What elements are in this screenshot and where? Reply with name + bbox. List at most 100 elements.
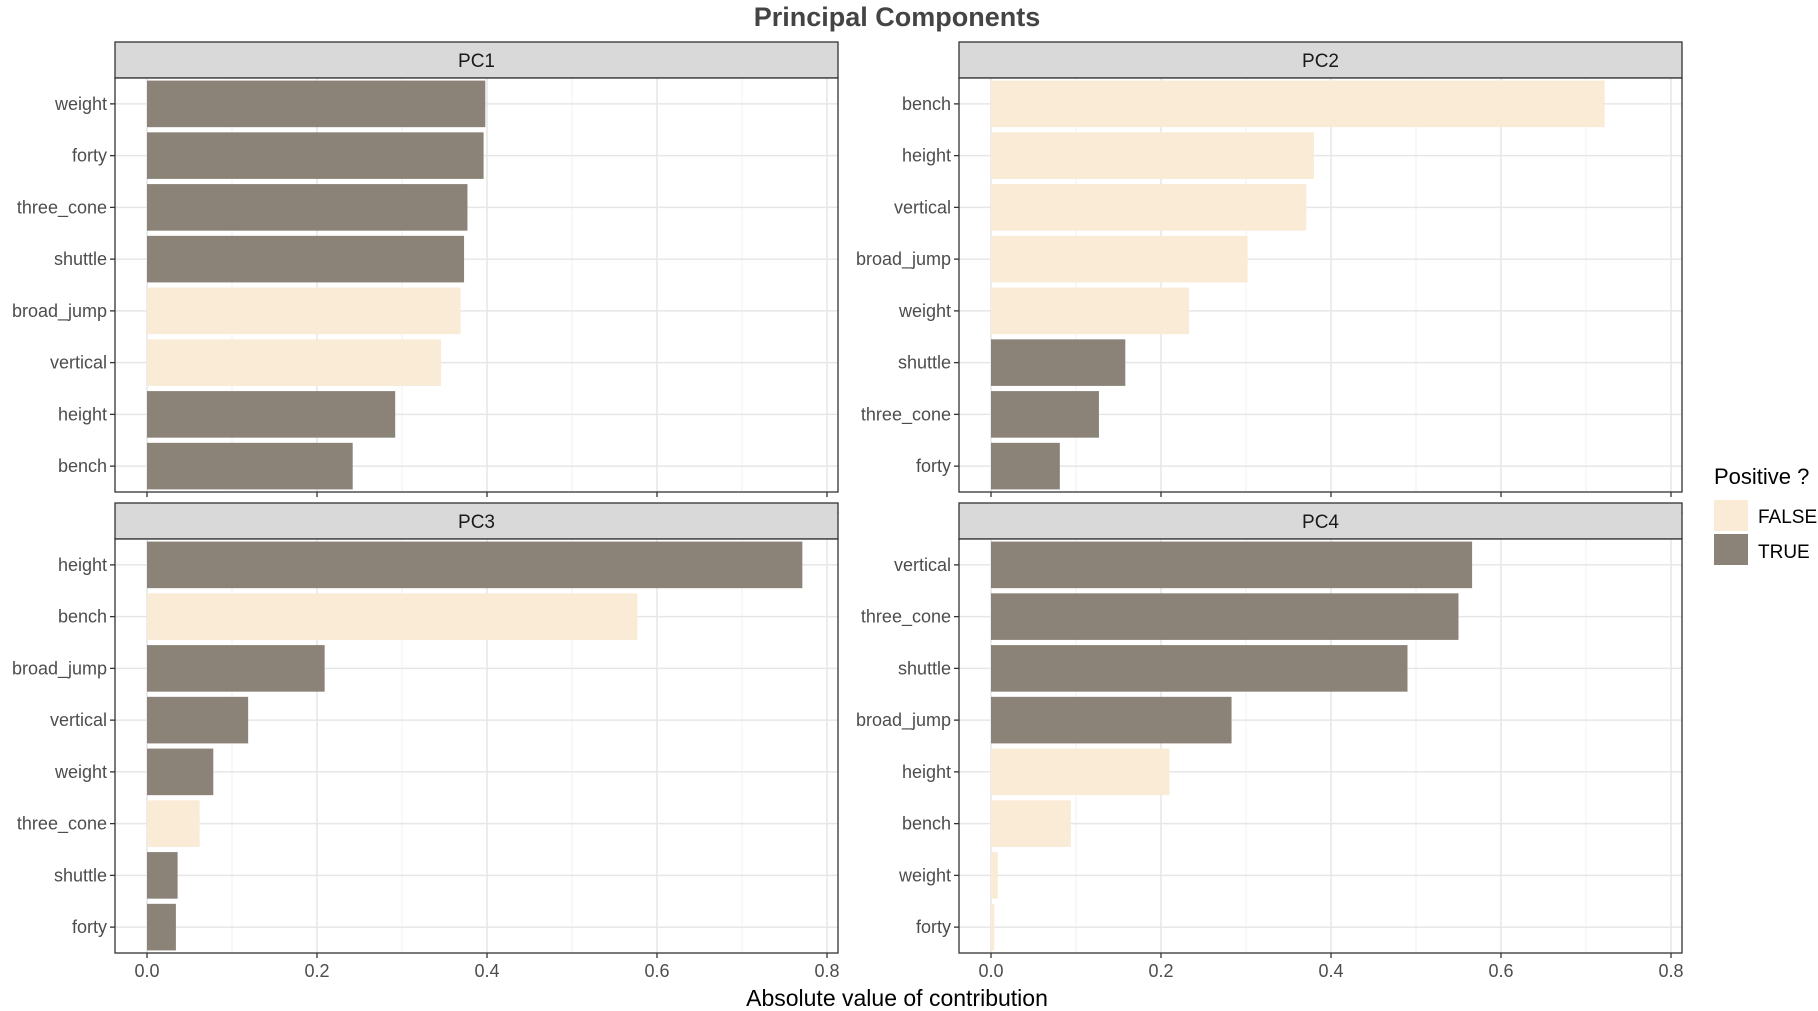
category-label: height [902,146,951,166]
panel-border [114,538,839,954]
chart-title: Principal Components [754,2,1041,32]
category-label: forty [916,456,951,476]
strip-label-pc4: PC4 [1302,512,1339,533]
legend-label-false: FALSE [1758,507,1817,528]
category-label: bench [902,814,951,834]
strip-pc2 [958,41,1683,79]
bar-pc1-vertical [147,339,442,386]
category-label: broad_jump [12,301,107,322]
category-label: height [58,555,107,575]
x-tick-label: 0.0 [134,961,159,981]
strip-label-pc3: PC3 [458,512,495,533]
bar-pc2-shuttle [991,339,1126,386]
category-label: vertical [50,710,107,730]
legend: Positive ? FALSE TRUE [1714,464,1817,565]
strip-label-pc2: PC2 [1302,51,1339,72]
bar-pc2-height [991,132,1314,179]
x-tick-label: 0.4 [1318,961,1343,981]
bar-pc2-three_cone [991,391,1099,438]
bar-pc1-shuttle [147,235,465,283]
bar-pc3-three_cone [147,800,200,847]
x-tick-label: 0.8 [814,961,839,981]
category-label: broad_jump [12,658,107,679]
bar-pc4-three_cone [991,593,1459,640]
x-axis-title: Absolute value of contribution [746,985,1048,1011]
x-tick-label: 0.0 [978,961,1003,981]
bar-pc2-forty [991,442,1060,490]
legend-swatch-true [1714,534,1748,565]
legend-title: Positive ? [1714,464,1809,489]
panel-border [958,538,1683,954]
bar-pc2-vertical [991,184,1307,231]
bar-pc3-weight [147,748,214,796]
bar-pc3-shuttle [147,852,178,899]
category-label: three_cone [17,814,107,835]
x-tick-label: 0.2 [304,961,329,981]
category-label: bench [902,94,951,114]
legend-label-true: TRUE [1758,542,1810,563]
bar-pc4-vertical [991,541,1473,589]
bar-pc4-weight [991,852,998,899]
bar-pc4-height [991,748,1170,796]
category-label: broad_jump [856,249,951,270]
category-label: broad_jump [856,710,951,731]
legend-swatch-false [1714,500,1748,531]
bar-pc1-height [147,391,396,438]
strip-pc4 [958,502,1683,540]
bar-pc4-shuttle [991,645,1408,692]
bar-pc3-forty [147,903,176,951]
category-label: shuttle [898,353,951,373]
bar-pc3-height [147,541,803,589]
bar-pc2-weight [991,287,1190,335]
bar-pc1-weight [147,80,486,128]
category-label: vertical [50,353,107,373]
bar-pc4-bench [991,800,1071,847]
category-label: height [902,762,951,782]
bar-pc4-broad_jump [991,696,1232,744]
category-label: shuttle [898,658,951,678]
category-label: shuttle [54,249,107,269]
panel-pc3: PC3 height bench broad_jump vertical weight th… [12,502,840,981]
strip-label-pc1: PC1 [458,51,495,72]
category-label: forty [916,917,951,937]
bar-pc1-bench [147,442,353,490]
bar-pc1-broad_jump [147,287,461,335]
category-label: three_cone [17,197,107,218]
category-label: three_cone [861,607,951,628]
category-label: forty [72,146,107,166]
category-label: shuttle [54,865,107,885]
bar-pc3-broad_jump [147,645,325,692]
bar-pc2-broad_jump [991,235,1248,283]
strip-pc1 [114,41,839,79]
panel-border [958,77,1683,493]
panel-border [114,77,839,493]
category-label: three_cone [861,404,951,425]
facet-panels: PC1weightfortythree_coneshuttlebroad_jum… [12,41,1684,981]
category-label: height [58,404,107,424]
x-tick-label: 0.8 [1658,961,1683,981]
category-label: weight [898,865,951,885]
strip-pc3 [114,502,839,540]
bar-pc2-bench [991,80,1605,128]
category-label: forty [72,917,107,937]
category-label: bench [58,607,107,627]
x-tick-label: 0.6 [644,961,669,981]
category-label: weight [54,762,107,782]
bar-pc1-three_cone [147,184,468,231]
x-tick-label: 0.4 [474,961,499,981]
x-tick-label: 0.6 [1488,961,1513,981]
bar-pc3-vertical [147,696,249,744]
category-label: weight [54,94,107,114]
category-label: weight [898,301,951,321]
bar-pc3-bench [147,593,638,640]
bar-pc1-forty [147,132,484,179]
bar-pc4-forty [991,903,995,951]
x-tick-label: 0.2 [1148,961,1173,981]
category-label: bench [58,456,107,476]
category-label: vertical [894,555,951,575]
category-label: vertical [894,197,951,217]
